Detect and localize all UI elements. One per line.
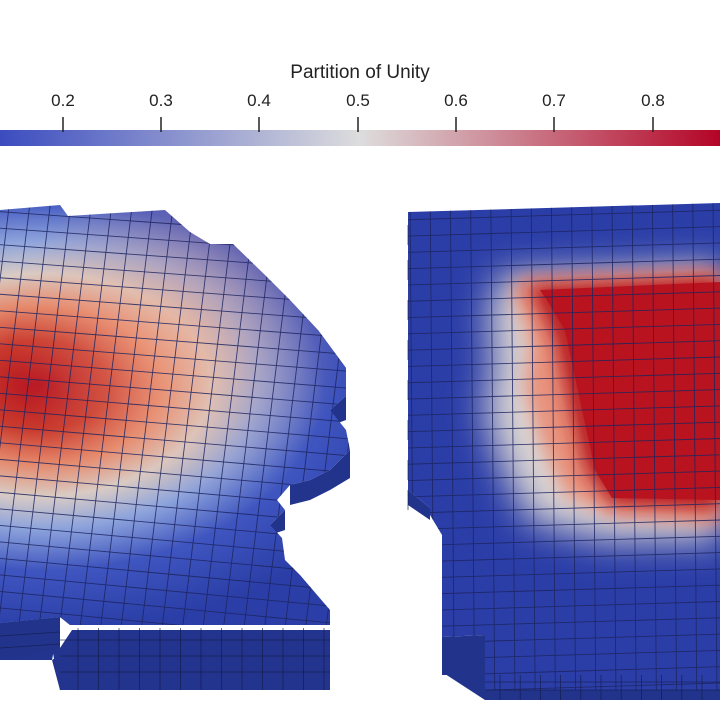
colorbar-tick-label: 0.6 [444, 91, 468, 110]
colorbar-title: Partition of Unity [290, 62, 430, 83]
colorbar-tick-label: 0.7 [542, 91, 566, 110]
colorbar-gradient [0, 130, 720, 146]
colorbar-tick-label: 0.8 [641, 91, 665, 110]
colorbar-tick-label: 0.3 [149, 91, 173, 110]
colorbar-tick-label: 0.5 [346, 91, 370, 110]
colorbar-tick-label: 0.4 [247, 91, 271, 110]
left-subdomain-block [0, 205, 350, 690]
colorbar-tick-label: 0.2 [51, 91, 75, 110]
colorbar [0, 117, 720, 146]
right-subdomain-block [407, 203, 720, 700]
colorbar-ticks [62, 117, 654, 132]
